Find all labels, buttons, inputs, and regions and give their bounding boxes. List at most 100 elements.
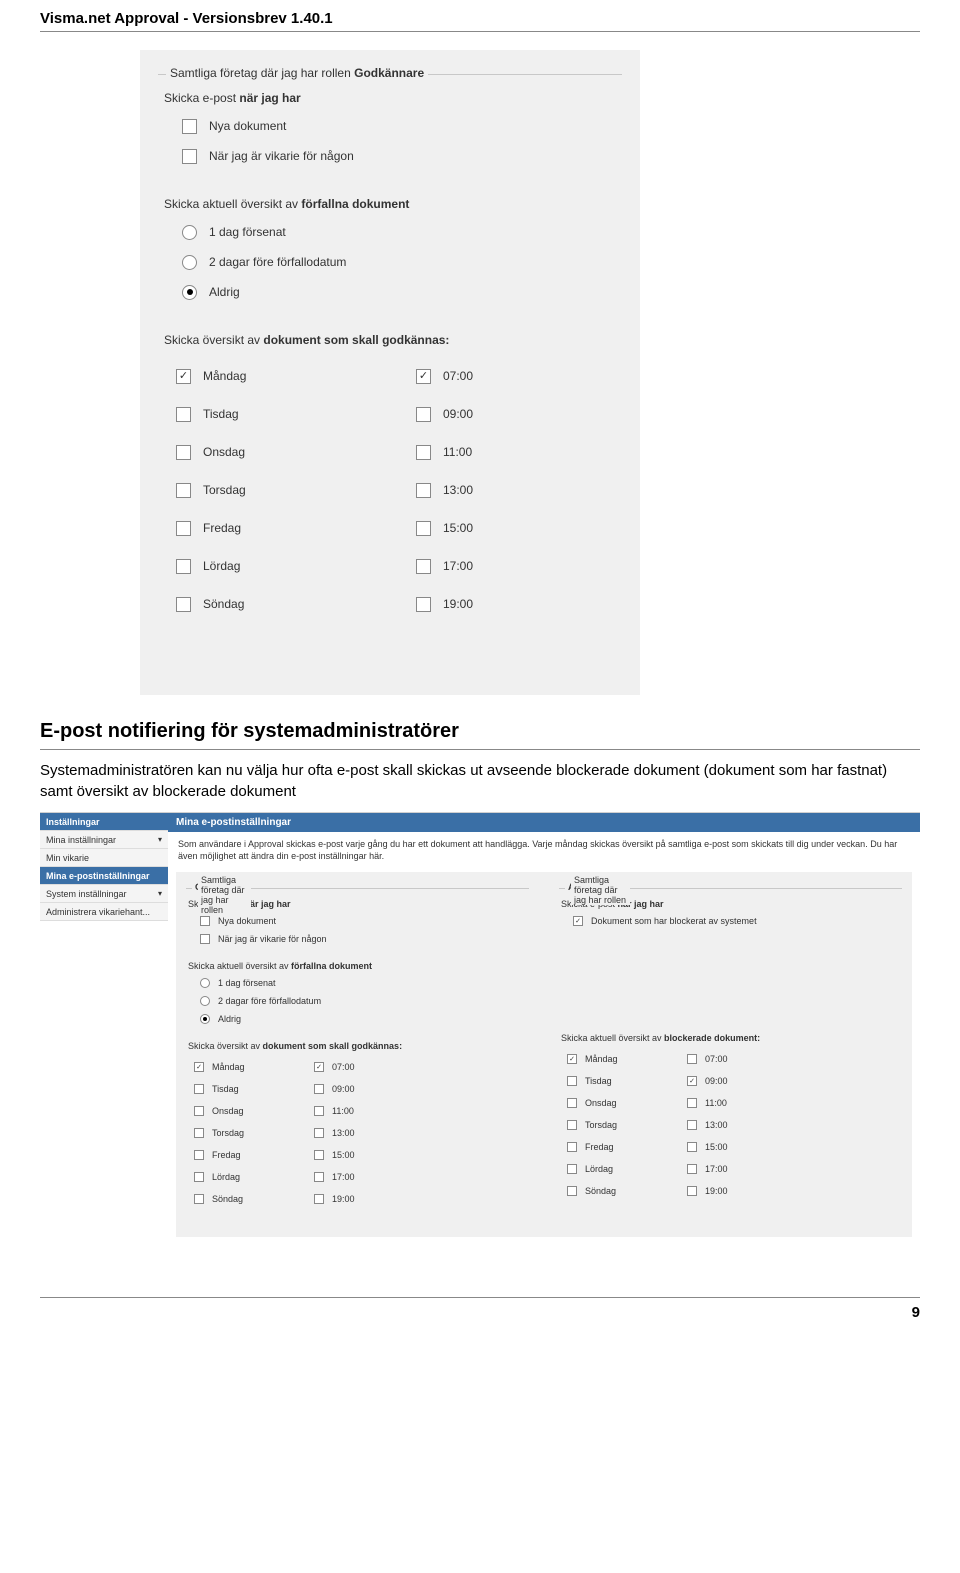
- radio[interactable]: [200, 1014, 210, 1024]
- sidebar-header: Inställningar: [40, 813, 168, 831]
- checkbox[interactable]: [416, 559, 431, 574]
- label: 17:00: [705, 1164, 728, 1174]
- label: 15:00: [443, 521, 473, 535]
- label: 19:00: [443, 597, 473, 611]
- label: 11:00: [705, 1098, 727, 1108]
- checkbox[interactable]: [314, 1172, 324, 1182]
- doc-header: Visma.net Approval - Versionsbrev 1.40.1: [40, 10, 920, 32]
- checkbox-vikarie[interactable]: [182, 149, 197, 164]
- sidebar-item-label: Min vikarie: [46, 853, 89, 863]
- label: Söndag: [585, 1186, 616, 1196]
- fieldset-legend: Samtliga företag där jag har rollen Godk…: [166, 66, 428, 80]
- checkbox[interactable]: [194, 1172, 204, 1182]
- checkbox[interactable]: [314, 1084, 324, 1094]
- sidebar-item-label: System inställningar: [46, 889, 127, 899]
- sidebar-item[interactable]: Min vikarie: [40, 849, 168, 867]
- label: Torsdag: [212, 1128, 244, 1138]
- checkbox[interactable]: [314, 1128, 324, 1138]
- checkbox-label: Nya dokument: [209, 119, 286, 133]
- checkbox[interactable]: [176, 521, 191, 536]
- main-title: Mina e-postinställningar: [168, 813, 920, 832]
- label: 09:00: [332, 1084, 355, 1094]
- checkbox[interactable]: [194, 1150, 204, 1160]
- checkbox[interactable]: [416, 407, 431, 422]
- checkbox[interactable]: [194, 1084, 204, 1094]
- label: 17:00: [332, 1172, 355, 1182]
- checkbox[interactable]: [176, 597, 191, 612]
- radio[interactable]: [200, 996, 210, 1006]
- label: Tisdag: [585, 1076, 612, 1086]
- checkbox[interactable]: [200, 916, 210, 926]
- checkbox[interactable]: [176, 445, 191, 460]
- checkbox[interactable]: [176, 483, 191, 498]
- radio-1dag[interactable]: [182, 225, 197, 240]
- subhead-godkannas: Skicka översikt av dokument som skall go…: [164, 333, 622, 347]
- section-body: Systemadministratören kan nu välja hur o…: [40, 760, 920, 802]
- label: Söndag: [212, 1194, 243, 1204]
- checkbox[interactable]: [194, 1106, 204, 1116]
- checkbox[interactable]: [314, 1106, 324, 1116]
- checkbox[interactable]: [687, 1142, 697, 1152]
- checkbox[interactable]: [416, 483, 431, 498]
- radio-label: 2 dagar före förfallodatum: [209, 255, 346, 269]
- label: 07:00: [332, 1062, 355, 1072]
- checkbox[interactable]: [416, 521, 431, 536]
- col-godkannare: Samtliga företag där jag har rollen Godk…: [186, 880, 529, 1211]
- checkbox[interactable]: [314, 1150, 324, 1160]
- checkbox[interactable]: [176, 559, 191, 574]
- label: Dokument som har blockerat av systemet: [591, 916, 757, 926]
- sidebar-item-label: Mina inställningar: [46, 835, 116, 845]
- subhead: Skicka aktuell översikt av blockerade do…: [561, 1033, 902, 1043]
- label: 13:00: [705, 1120, 728, 1130]
- checkbox[interactable]: [194, 1194, 204, 1204]
- legend: Samtliga företag där jag har rollen Admi…: [565, 882, 630, 892]
- checkbox[interactable]: [567, 1186, 577, 1196]
- sidebar-item[interactable]: Mina e-postinställningar: [40, 867, 168, 885]
- settings-dashboard: Inställningar Mina inställningar ▾ Min vik…: [40, 812, 920, 1267]
- label: 19:00: [705, 1186, 728, 1196]
- radio[interactable]: [200, 978, 210, 988]
- checkbox[interactable]: [687, 1098, 697, 1108]
- radio-aldrig[interactable]: [182, 285, 197, 300]
- checkbox[interactable]: [416, 445, 431, 460]
- checkbox[interactable]: [687, 1120, 697, 1130]
- chevron-down-icon: ▾: [158, 835, 162, 844]
- checkbox[interactable]: [687, 1164, 697, 1174]
- label: 11:00: [332, 1106, 354, 1116]
- label: Tisdag: [212, 1084, 239, 1094]
- checkbox[interactable]: [314, 1194, 324, 1204]
- checkbox[interactable]: ✓: [416, 369, 431, 384]
- checkbox[interactable]: [687, 1186, 697, 1196]
- label: 13:00: [332, 1128, 355, 1138]
- sidebar-item[interactable]: Mina inställningar ▾: [40, 831, 168, 849]
- chevron-down-icon: ▾: [158, 889, 162, 898]
- checkbox[interactable]: [567, 1098, 577, 1108]
- checkbox[interactable]: [176, 407, 191, 422]
- checkbox[interactable]: [567, 1164, 577, 1174]
- checkbox[interactable]: [194, 1128, 204, 1138]
- label: Torsdag: [203, 483, 246, 497]
- radio-2dagar[interactable]: [182, 255, 197, 270]
- checkbox[interactable]: ✓: [314, 1062, 324, 1072]
- label: 19:00: [332, 1194, 355, 1204]
- checkbox[interactable]: [567, 1076, 577, 1086]
- checkbox[interactable]: [687, 1054, 697, 1064]
- checkbox[interactable]: [416, 597, 431, 612]
- sidebar-item[interactable]: Administrera vikariehant...: [40, 903, 168, 921]
- checkbox[interactable]: [567, 1142, 577, 1152]
- label: Torsdag: [585, 1120, 617, 1130]
- checkbox[interactable]: ✓: [687, 1076, 697, 1086]
- checkbox[interactable]: [567, 1120, 577, 1130]
- checkbox[interactable]: ✓: [176, 369, 191, 384]
- checkbox[interactable]: [200, 934, 210, 944]
- label: Nya dokument: [218, 916, 276, 926]
- checkbox[interactable]: ✓: [194, 1062, 204, 1072]
- sidebar-item[interactable]: System inställningar ▾: [40, 885, 168, 903]
- legend: Samtliga företag där jag har rollen Godk…: [192, 882, 251, 892]
- checkbox[interactable]: ✓: [567, 1054, 577, 1064]
- sidebar: Inställningar Mina inställningar ▾ Min vik…: [40, 813, 168, 1267]
- subhead: Skicka översikt av dokument som skall go…: [188, 1041, 529, 1051]
- checkbox[interactable]: ✓: [573, 916, 583, 926]
- checkbox-nya-dokument[interactable]: [182, 119, 197, 134]
- label: Fredag: [203, 521, 241, 535]
